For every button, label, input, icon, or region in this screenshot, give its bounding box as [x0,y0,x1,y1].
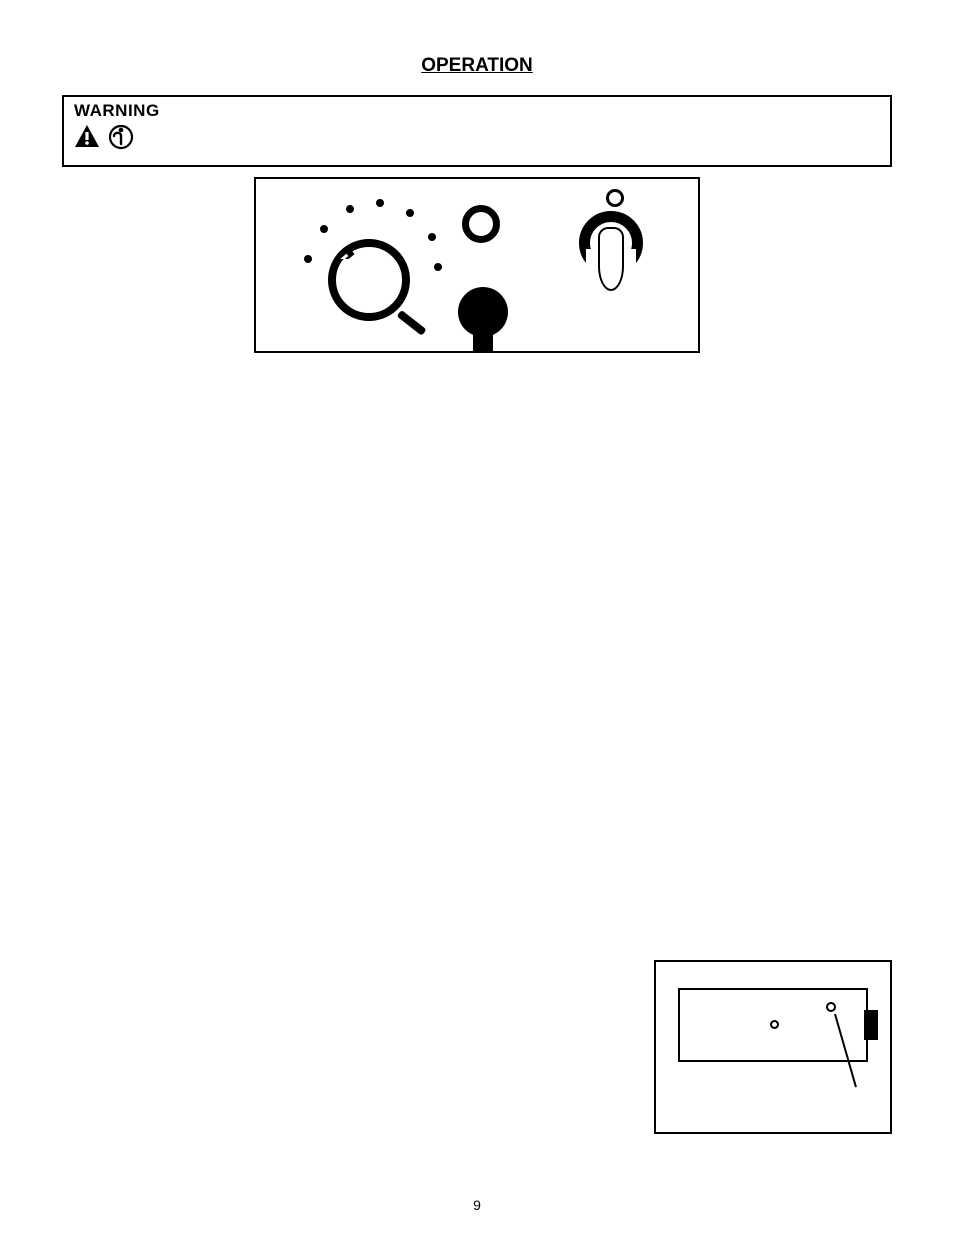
dial-pointer-icon [324,223,360,259]
dial-dot [346,205,354,213]
adjust-screw-icon [826,1002,836,1012]
page-number: 9 [0,1197,954,1213]
dial-dot [428,233,436,241]
lever-pivot-icon [606,189,624,207]
rotary-dial [280,183,460,353]
dial-dot [406,209,414,217]
dial-dot [434,263,442,271]
manual-read-icon [104,122,134,155]
terminal-block-icon [864,1010,878,1040]
dial-handle-icon [397,310,427,336]
toggle-lever [570,189,660,329]
dial-dot [376,199,384,207]
center-knob-tab [473,329,493,353]
warning-box: WARNING [62,95,892,167]
section-title: OPERATION [62,55,892,77]
indicator-light-icon [462,205,500,243]
warning-icons [74,122,880,155]
alert-triangle-icon [74,124,100,153]
screw-hole-icon [770,1020,779,1029]
warning-label: WARNING [74,101,880,121]
lever-paddle-icon [598,227,624,291]
thermostat-figure [654,960,892,1134]
control-panel-figure [254,177,700,353]
dial-dot [304,255,312,263]
